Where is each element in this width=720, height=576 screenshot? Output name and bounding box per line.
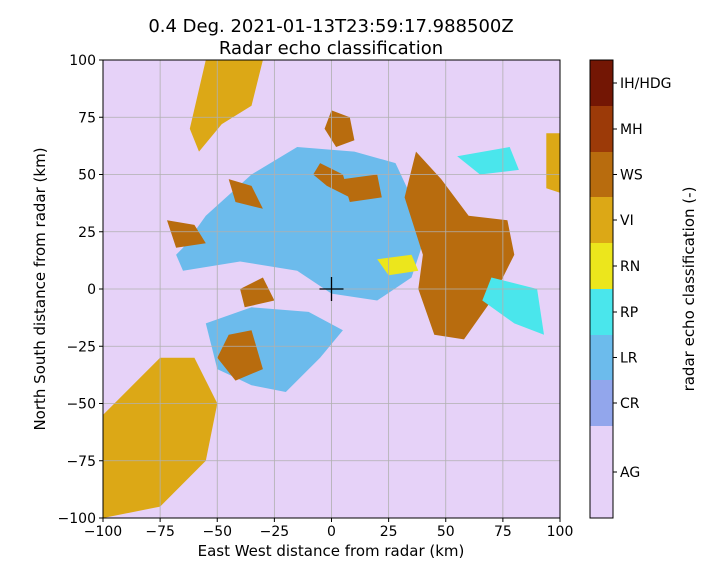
radar-location-marker xyxy=(319,277,344,301)
x-tick-label: 100 xyxy=(547,524,574,540)
colorbar-segment-rp xyxy=(590,289,613,335)
x-tick-label: 25 xyxy=(380,524,398,540)
y-tick-label: 75 xyxy=(78,110,96,126)
echo-region-ws xyxy=(217,330,263,381)
echo-region-rn xyxy=(377,254,419,276)
colorbar-segment-ag xyxy=(590,426,613,518)
echo-region-rp xyxy=(482,277,544,335)
colorbar-label-mh: MH xyxy=(620,122,643,138)
x-tick-label: −100 xyxy=(84,524,122,540)
y-tick-label: −75 xyxy=(66,454,96,470)
y-tick-label: 50 xyxy=(78,168,96,184)
colorbar-label-lr: LR xyxy=(620,351,638,367)
y-tick-label: 100 xyxy=(69,53,96,69)
x-tick-label: −75 xyxy=(145,524,175,540)
colorbar-label-rp: RP xyxy=(620,305,638,321)
y-tick-label: −25 xyxy=(66,339,96,355)
colorbar-segment-cr xyxy=(590,380,613,426)
echo-region-ws xyxy=(228,179,263,209)
colorbar-segment-rn xyxy=(590,243,613,289)
colorbar-segment-lr xyxy=(590,335,613,380)
colorbar-segment-ih-hdg xyxy=(590,60,613,106)
echo-region-ws xyxy=(324,110,355,147)
colorbar-label-vi: VI xyxy=(620,213,634,229)
x-tick-label: 0 xyxy=(327,524,336,540)
colorbar-segment-mh xyxy=(590,106,613,152)
y-axis-ticks: −100 −75 −50 −25 0 25 50 75 100 xyxy=(58,53,103,527)
colorbar-label-ws: WS xyxy=(620,168,643,184)
echo-region-vi xyxy=(546,133,560,193)
x-tick-label: −50 xyxy=(202,524,232,540)
colorbar: AG CR LR RP RN VI WS MH IH/HDG xyxy=(589,59,672,519)
y-tick-label: −100 xyxy=(58,511,96,527)
x-axis-ticks: −100 −75 −50 −25 0 25 50 75 100 xyxy=(84,518,574,540)
chart-subtitle: Radar echo classification xyxy=(219,38,443,59)
echo-region-ws xyxy=(240,277,275,308)
y-tick-label: 25 xyxy=(78,225,96,241)
y-axis-label: North South distance from radar (km) xyxy=(31,147,49,430)
y-tick-label: −50 xyxy=(66,397,96,413)
echo-region-ws xyxy=(342,174,382,202)
colorbar-segment-vi xyxy=(590,197,613,243)
x-tick-label: −25 xyxy=(260,524,290,540)
colorbar-frame xyxy=(589,59,614,519)
colorbar-label: radar echo classification (-) xyxy=(680,187,698,392)
x-tick-label: 50 xyxy=(437,524,455,540)
y-tick-label: 0 xyxy=(87,282,96,298)
echo-region-vi xyxy=(189,60,263,152)
chart-title: 0.4 Deg. 2021-01-13T23:59:17.988500Z xyxy=(148,16,513,37)
x-tick-label: 75 xyxy=(494,524,512,540)
colorbar-label-rn: RN xyxy=(620,259,640,275)
colorbar-label-ag: AG xyxy=(620,465,640,481)
colorbar-label-cr: CR xyxy=(620,396,640,412)
echo-regions xyxy=(103,60,560,518)
x-axis-label: East West distance from radar (km) xyxy=(198,542,465,560)
echo-region-ws xyxy=(167,220,206,248)
colorbar-segment-ws xyxy=(590,152,613,197)
echo-region-rp xyxy=(457,147,519,175)
colorbar-label-ih-hdg: IH/HDG xyxy=(620,76,672,92)
